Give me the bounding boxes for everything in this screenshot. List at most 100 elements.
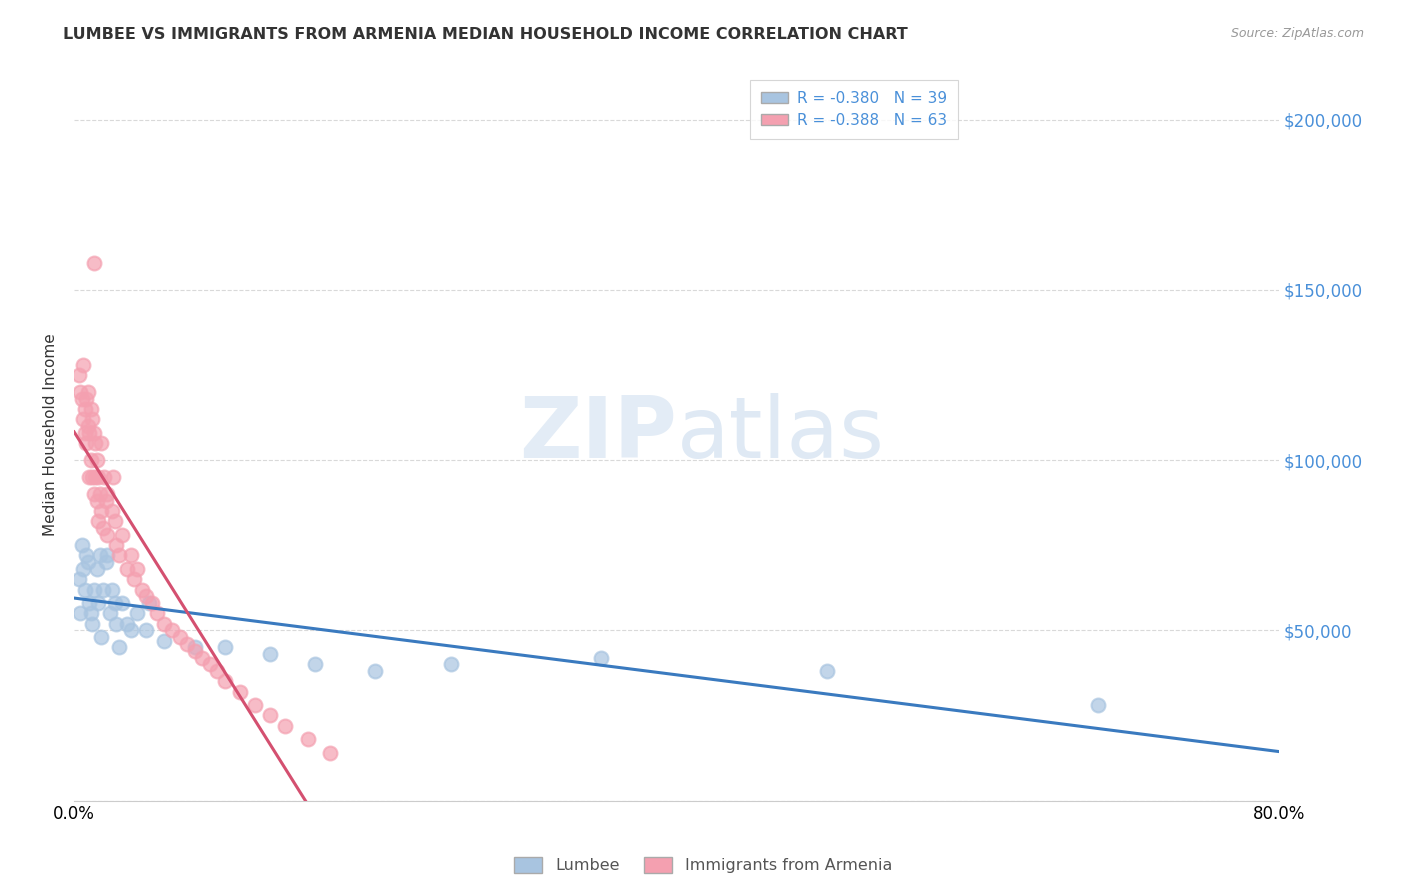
Point bbox=[591, 650, 613, 665]
Point bbox=[108, 549, 131, 563]
Point bbox=[105, 538, 128, 552]
Point bbox=[72, 412, 94, 426]
Point bbox=[89, 549, 111, 563]
Point bbox=[183, 640, 205, 655]
Point bbox=[94, 494, 117, 508]
Point bbox=[72, 562, 94, 576]
Text: LUMBEE VS IMMIGRANTS FROM ARMENIA MEDIAN HOUSEHOLD INCOME CORRELATION CHART: LUMBEE VS IMMIGRANTS FROM ARMENIA MEDIAN… bbox=[63, 27, 908, 42]
Point bbox=[274, 719, 297, 733]
Point bbox=[131, 582, 153, 597]
Point bbox=[98, 607, 121, 621]
Point bbox=[75, 436, 97, 450]
Point bbox=[87, 596, 110, 610]
Point bbox=[115, 616, 138, 631]
Point bbox=[82, 470, 104, 484]
Point bbox=[153, 633, 176, 648]
Point bbox=[135, 624, 157, 638]
Point bbox=[96, 549, 118, 563]
Text: ZIP: ZIP bbox=[519, 393, 676, 476]
Point bbox=[127, 562, 149, 576]
Point bbox=[93, 470, 115, 484]
Point bbox=[96, 487, 118, 501]
Point bbox=[138, 596, 160, 610]
Point bbox=[259, 708, 281, 723]
Point bbox=[82, 616, 104, 631]
Point bbox=[82, 412, 104, 426]
Point bbox=[87, 470, 110, 484]
Text: atlas: atlas bbox=[676, 393, 884, 476]
Point bbox=[135, 590, 157, 604]
Point bbox=[77, 596, 100, 610]
Point bbox=[72, 358, 94, 372]
Point bbox=[815, 664, 838, 678]
Point bbox=[73, 425, 96, 440]
Point bbox=[75, 392, 97, 406]
Point bbox=[75, 549, 97, 563]
Point bbox=[69, 384, 91, 399]
Point bbox=[439, 657, 461, 672]
Point bbox=[304, 657, 326, 672]
Point bbox=[127, 607, 149, 621]
Point bbox=[83, 255, 105, 269]
Point bbox=[153, 616, 176, 631]
Point bbox=[105, 616, 128, 631]
Point bbox=[67, 368, 90, 382]
Point bbox=[96, 528, 118, 542]
Point bbox=[169, 630, 191, 644]
Point bbox=[83, 582, 105, 597]
Point bbox=[111, 528, 134, 542]
Point bbox=[259, 647, 281, 661]
Point bbox=[108, 640, 131, 655]
Point bbox=[79, 402, 101, 417]
Point bbox=[319, 746, 342, 760]
Point bbox=[146, 607, 169, 621]
Point bbox=[76, 555, 98, 569]
Point bbox=[183, 644, 205, 658]
Point bbox=[83, 425, 105, 440]
Point bbox=[84, 436, 107, 450]
Point bbox=[76, 384, 98, 399]
Point bbox=[141, 596, 163, 610]
Point bbox=[77, 470, 100, 484]
Point bbox=[86, 453, 108, 467]
Point bbox=[90, 504, 112, 518]
Point bbox=[70, 538, 93, 552]
Point bbox=[77, 425, 100, 440]
Legend: Lumbee, Immigrants from Armenia: Lumbee, Immigrants from Armenia bbox=[508, 850, 898, 880]
Point bbox=[243, 698, 266, 713]
Point bbox=[205, 664, 228, 678]
Point bbox=[160, 624, 183, 638]
Point bbox=[214, 640, 236, 655]
Point bbox=[86, 494, 108, 508]
Point bbox=[76, 419, 98, 434]
Point bbox=[86, 562, 108, 576]
Point bbox=[229, 684, 252, 698]
Point bbox=[214, 674, 236, 689]
Text: Source: ZipAtlas.com: Source: ZipAtlas.com bbox=[1230, 27, 1364, 40]
Point bbox=[120, 549, 142, 563]
Point bbox=[104, 596, 127, 610]
Point bbox=[124, 572, 146, 586]
Point bbox=[83, 487, 105, 501]
Point bbox=[94, 555, 117, 569]
Point bbox=[364, 664, 387, 678]
Point bbox=[90, 630, 112, 644]
Point bbox=[91, 582, 114, 597]
Point bbox=[104, 515, 127, 529]
Point bbox=[73, 582, 96, 597]
Point bbox=[89, 487, 111, 501]
Point bbox=[73, 402, 96, 417]
Point bbox=[111, 596, 134, 610]
Point bbox=[1087, 698, 1109, 713]
Point bbox=[100, 504, 122, 518]
Point bbox=[67, 572, 90, 586]
Point bbox=[87, 515, 110, 529]
Point bbox=[90, 436, 112, 450]
Point bbox=[100, 582, 122, 597]
Y-axis label: Median Household Income: Median Household Income bbox=[44, 334, 58, 536]
Point bbox=[69, 607, 91, 621]
Point bbox=[79, 607, 101, 621]
Point bbox=[176, 637, 198, 651]
Point bbox=[91, 521, 114, 535]
Point bbox=[70, 392, 93, 406]
